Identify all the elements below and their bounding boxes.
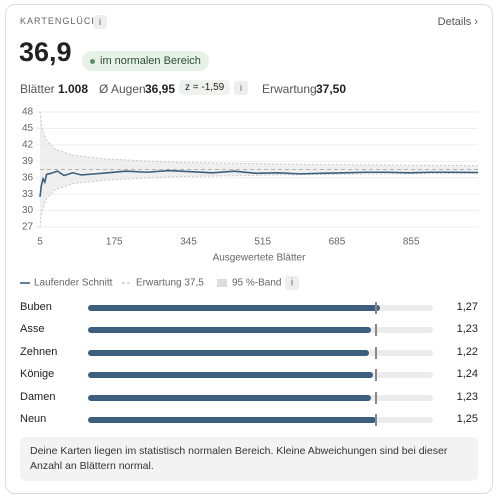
x-tick-label: 685 <box>329 237 346 248</box>
bar <box>88 417 376 423</box>
expected-marker <box>374 369 377 382</box>
stat-value: 1.008 <box>58 82 89 96</box>
bar-value: 1,24 <box>456 368 478 381</box>
z-chip: z = -1,59 <box>179 80 231 95</box>
expected-marker <box>374 391 377 404</box>
bar <box>88 305 381 311</box>
stat-label: Blätter <box>20 82 55 96</box>
y-tick-label: 42 <box>22 139 34 150</box>
chart: 27 30 33 36 39 42 45 48 5 175 345 515 685 855 Ausgewer… <box>20 107 479 290</box>
info-button-text[interactable]: i <box>291 278 293 289</box>
bar-value: 1,23 <box>456 323 478 336</box>
bar-value: 1,23 <box>456 390 478 403</box>
x-tick-label: 515 <box>254 237 271 248</box>
stat-label: Ø Augen <box>99 82 146 96</box>
bar <box>88 327 371 334</box>
running-average-line <box>39 169 479 197</box>
bar-value: 1,27 <box>456 301 478 313</box>
bar <box>88 394 371 401</box>
bar-label: Zehnen <box>20 345 58 358</box>
details-link[interactable]: Details › <box>437 16 478 28</box>
expected-marker <box>374 346 377 359</box>
expected-marker <box>374 414 377 426</box>
badge-text: im normalen Bereich <box>100 55 201 67</box>
x-tick-label: 345 <box>180 237 197 248</box>
note: Deine Karten liegen im statistisch norma… <box>20 437 478 481</box>
legend-label: Erwartung 37,5 <box>136 278 204 289</box>
y-tick-label: 33 <box>22 189 34 200</box>
bar <box>88 372 374 379</box>
y-tick-label: 36 <box>22 172 34 183</box>
y-tick-label: 45 <box>22 123 34 134</box>
y-tick-label: 27 <box>22 222 34 233</box>
bar <box>88 349 369 356</box>
legend-label: 95 %-Band <box>232 278 281 289</box>
y-tick-label: 39 <box>22 156 34 167</box>
stat-value: 37,50 <box>316 82 347 96</box>
bar-label: Neun <box>20 413 47 425</box>
card-title: KARTENGLÜCK <box>20 16 99 26</box>
y-tick-label: 48 <box>22 107 34 118</box>
band-lower <box>39 172 479 228</box>
info-button[interactable]: i <box>234 81 248 95</box>
legend-swatch <box>217 279 227 287</box>
info-button[interactable]: i <box>93 15 107 29</box>
bar-value: 1,22 <box>456 345 478 358</box>
status-badge: im normalen Bereich <box>82 51 209 71</box>
stat-value: 36,95 <box>145 82 176 96</box>
legend-label: Laufender Schnitt <box>34 278 113 289</box>
bar-label: Könige <box>20 368 55 381</box>
x-tick-label: 175 <box>106 237 123 248</box>
y-tick-label: 30 <box>22 205 34 216</box>
card <box>5 4 493 494</box>
bar-label: Damen <box>20 390 56 403</box>
stat-label: Erwartung <box>262 82 317 96</box>
info-button[interactable] <box>285 276 299 290</box>
bar-label: Buben <box>20 301 52 313</box>
band-upper <box>39 111 479 167</box>
expected-marker <box>374 302 377 314</box>
main-value: 36,9 <box>19 37 72 67</box>
bar-label: Asse <box>20 323 45 336</box>
x-tick-label: 5 <box>37 237 43 248</box>
bar-value: 1,25 <box>456 413 478 425</box>
x-axis-label: Ausgewertete Blätter <box>213 253 306 264</box>
x-tick-label: 855 <box>403 237 420 248</box>
expected-marker <box>374 324 377 337</box>
